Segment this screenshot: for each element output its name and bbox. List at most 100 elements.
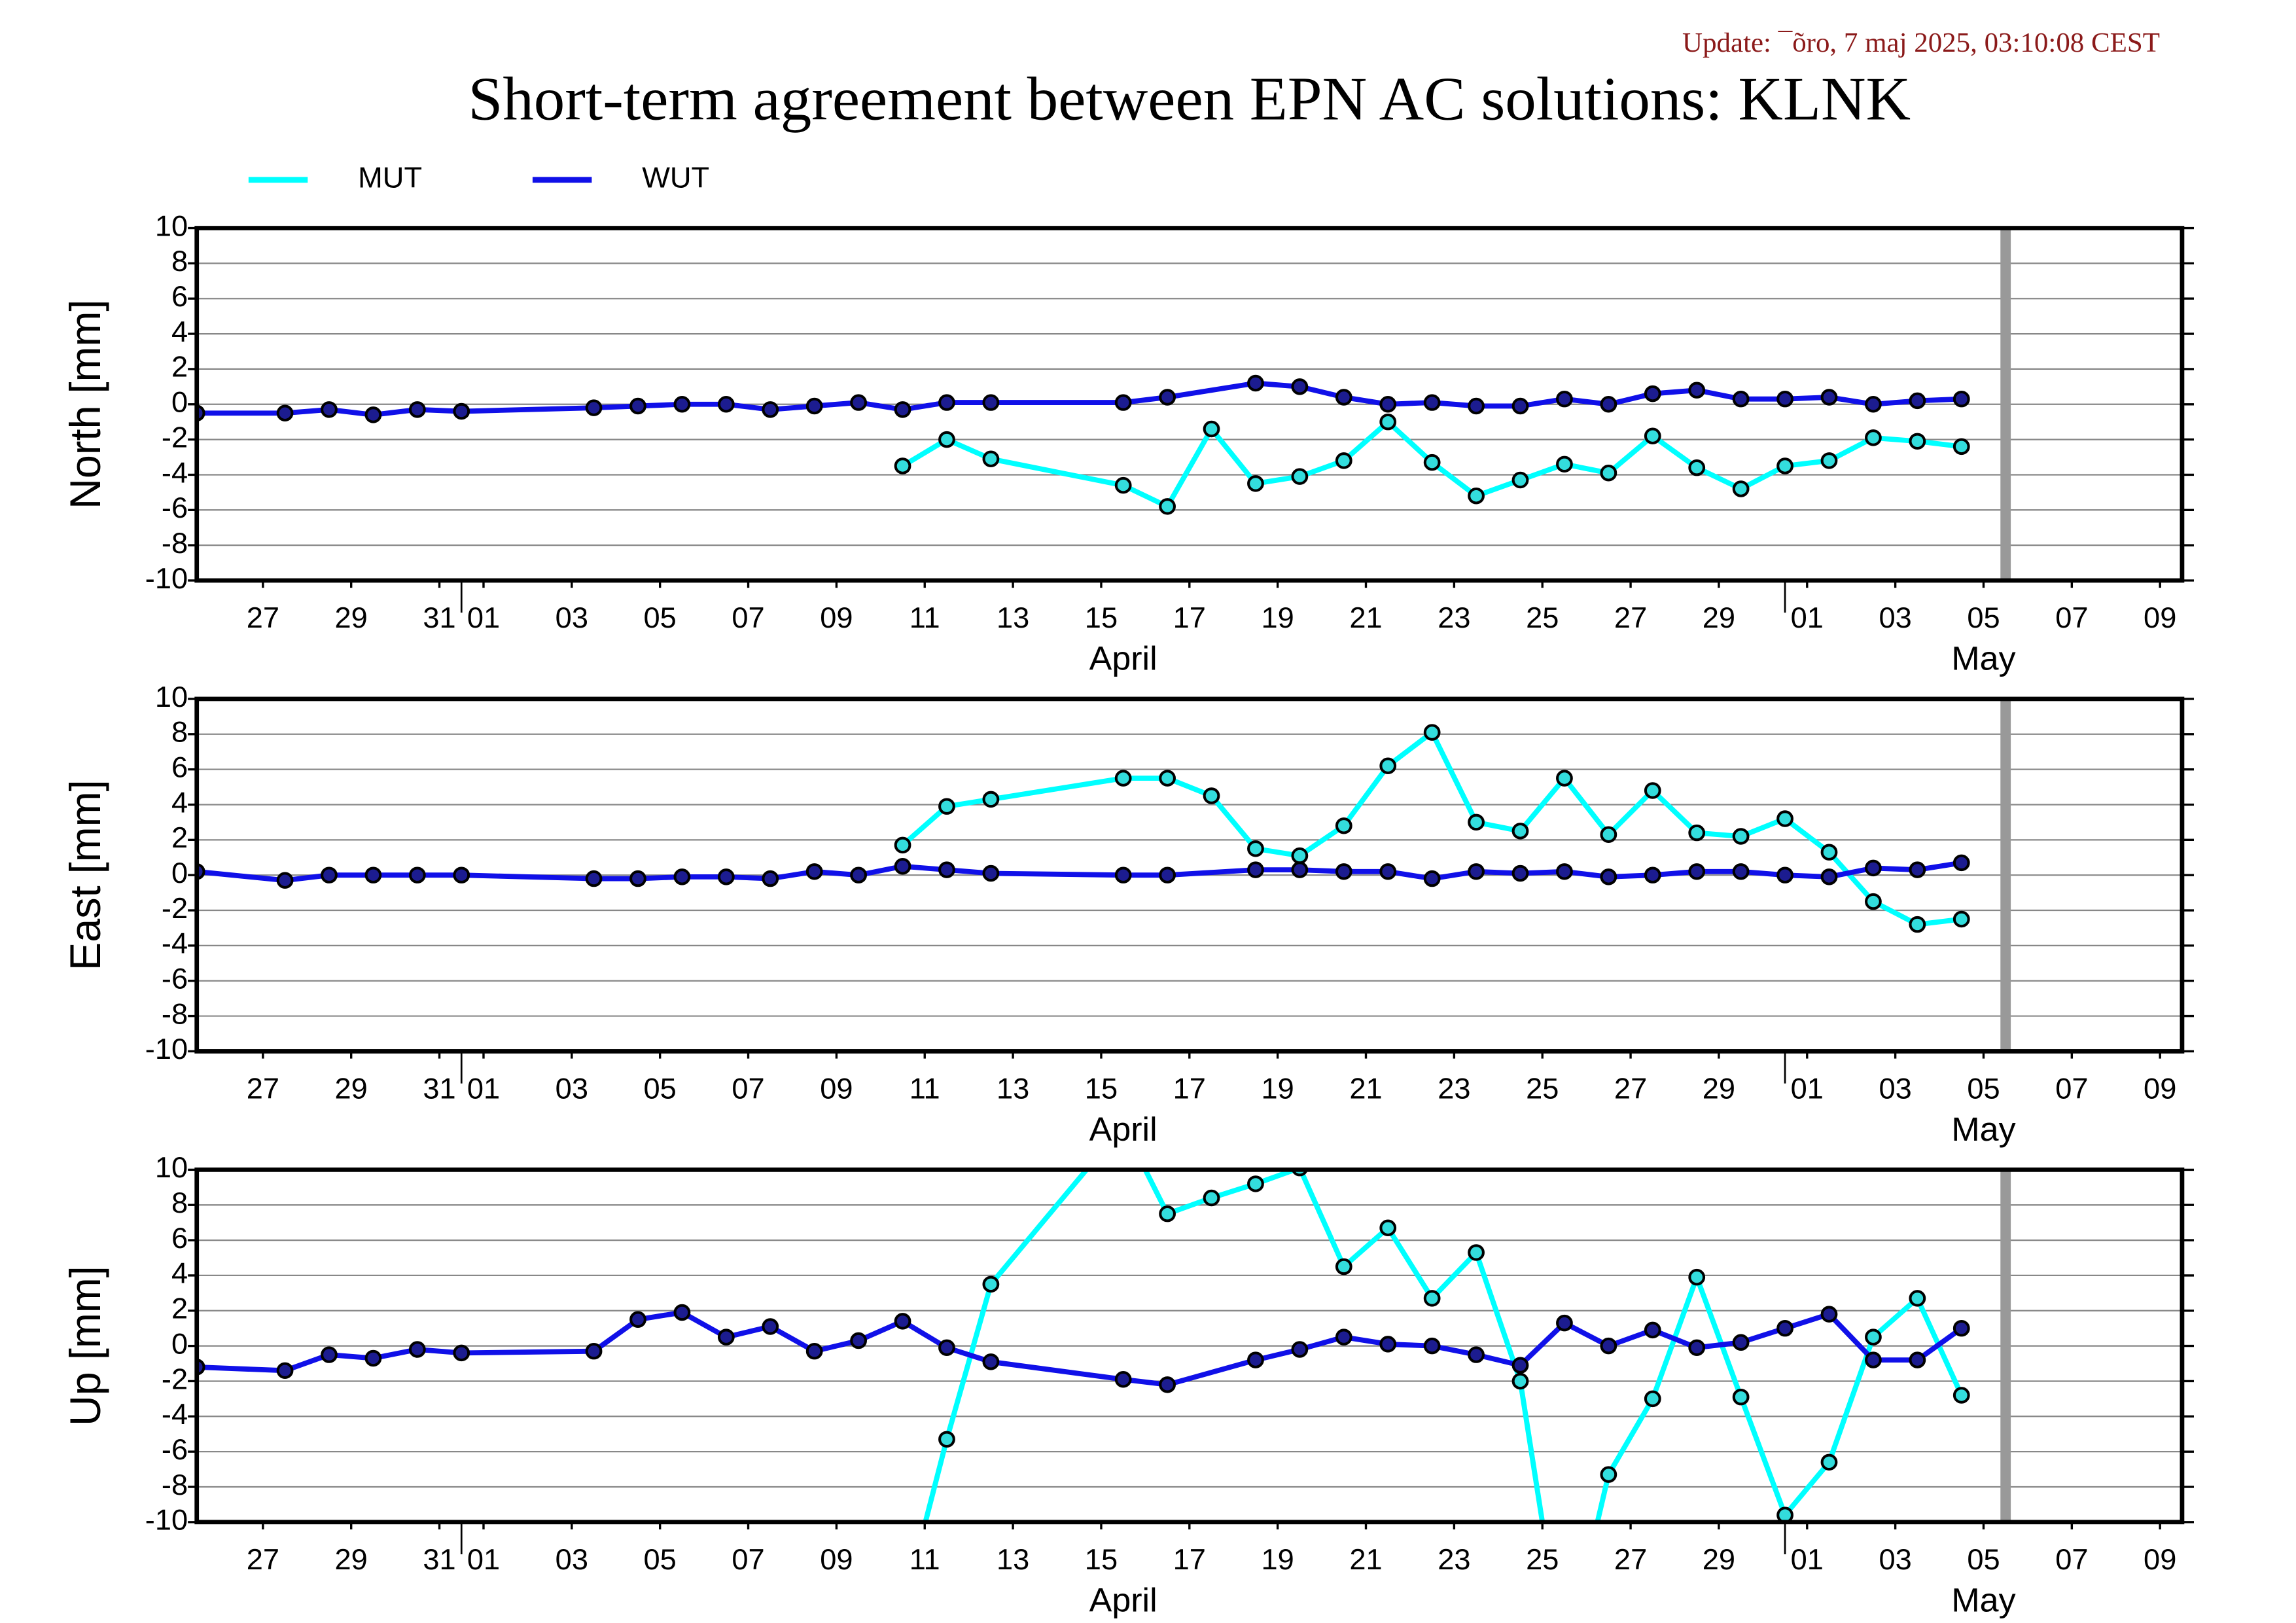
data-point xyxy=(1468,488,1485,505)
plot-frame xyxy=(194,226,2185,583)
x-tick-label: 07 xyxy=(732,1072,764,1105)
x-tick-label: 05 xyxy=(644,601,677,634)
y-axis-label: East [mm] xyxy=(62,779,109,971)
data-point xyxy=(276,404,294,421)
data-point xyxy=(1688,1268,1706,1286)
data-point xyxy=(1335,452,1352,469)
data-point xyxy=(1159,498,1176,515)
data-point xyxy=(1114,866,1132,883)
x-tick-label: 09 xyxy=(2144,1543,2176,1576)
data-point xyxy=(1865,396,1882,413)
x-tick-label: 09 xyxy=(820,601,853,634)
data-point xyxy=(1820,868,1838,885)
y-tick-label: 2 xyxy=(171,1292,188,1325)
data-point xyxy=(894,401,911,418)
data-point xyxy=(673,868,691,885)
month-label: May xyxy=(1951,639,2015,677)
data-point xyxy=(982,450,1000,467)
data-point xyxy=(805,1342,823,1360)
data-point xyxy=(1556,770,1573,787)
data-point xyxy=(1335,817,1352,834)
data-point xyxy=(1114,1371,1132,1388)
data-point xyxy=(585,1342,603,1360)
data-point xyxy=(1247,840,1264,857)
x-tick-label: 25 xyxy=(1526,1072,1559,1105)
data-point xyxy=(982,865,1000,882)
data-point xyxy=(1291,1341,1309,1358)
data-point xyxy=(938,1339,955,1357)
data-point xyxy=(717,868,735,885)
y-tick-label: 4 xyxy=(171,315,188,348)
y-tick-label: 4 xyxy=(171,786,188,819)
data-point xyxy=(1247,861,1264,878)
data-point xyxy=(364,1349,382,1367)
data-point xyxy=(1600,826,1617,844)
data-point xyxy=(1335,863,1352,880)
x-tick-label: 29 xyxy=(1703,1543,1735,1576)
data-point xyxy=(1776,1319,1793,1337)
data-point xyxy=(1600,396,1617,413)
data-point xyxy=(1114,394,1132,411)
x-tick-label: 03 xyxy=(1879,1543,1911,1576)
data-point xyxy=(1379,863,1397,880)
x-tick-label: 17 xyxy=(1173,601,1206,634)
plot-area xyxy=(196,1169,2182,1522)
data-point xyxy=(1600,1466,1617,1483)
x-tick-label: 11 xyxy=(910,601,940,634)
data-point xyxy=(453,402,470,420)
data-point xyxy=(453,866,470,883)
x-tick-label: 03 xyxy=(1879,1072,1911,1105)
plot-area xyxy=(196,228,2182,580)
x-tick-label: 07 xyxy=(2055,601,2088,634)
data-point xyxy=(1203,1189,1220,1207)
data-point xyxy=(1511,1372,1529,1390)
x-tick-label: 27 xyxy=(247,1543,279,1576)
data-point xyxy=(1952,910,1970,928)
data-point xyxy=(1688,824,1706,842)
data-point xyxy=(1159,866,1176,883)
x-tick-label: 01 xyxy=(1791,1543,1824,1576)
data-point xyxy=(1468,1346,1485,1363)
data-point xyxy=(982,1275,1000,1293)
data-point xyxy=(1688,1339,1706,1357)
data-point xyxy=(453,1344,470,1362)
y-tick-label: 0 xyxy=(171,1327,188,1361)
month-label: May xyxy=(1951,1581,2015,1619)
data-point xyxy=(982,1353,1000,1370)
data-point xyxy=(1820,389,1838,406)
chart-title: Short-term agreement between EPN AC solu… xyxy=(468,65,1911,133)
month-label: April xyxy=(1089,1110,1157,1148)
data-point xyxy=(1776,457,1793,474)
data-point xyxy=(1909,433,1926,450)
data-point xyxy=(364,406,382,423)
data-point xyxy=(894,857,911,875)
data-point xyxy=(629,397,646,415)
x-tick-label: 03 xyxy=(556,601,588,634)
data-point xyxy=(1688,459,1706,476)
data-point xyxy=(938,1431,955,1448)
data-point xyxy=(321,1346,338,1363)
data-point xyxy=(938,394,955,411)
x-tick-label: 09 xyxy=(2144,601,2176,634)
data-point xyxy=(938,431,955,448)
y-tick-label: -6 xyxy=(162,1433,188,1466)
data-point xyxy=(1556,455,1573,473)
x-tick-label: 21 xyxy=(1349,1072,1382,1105)
data-point xyxy=(1291,378,1309,395)
x-tick-label: 01 xyxy=(1791,1072,1824,1105)
data-point xyxy=(629,1311,646,1328)
data-point xyxy=(1865,859,1882,877)
data-point xyxy=(1247,1351,1264,1368)
y-tick-label: 8 xyxy=(171,715,188,749)
data-point xyxy=(805,397,823,415)
data-point xyxy=(1644,385,1661,402)
data-point xyxy=(1644,1321,1661,1339)
data-point xyxy=(1335,389,1352,406)
data-point xyxy=(1159,1205,1176,1222)
x-tick-label: 29 xyxy=(1703,601,1735,634)
data-point xyxy=(762,870,779,887)
data-point xyxy=(1511,865,1529,882)
x-tick-label: 29 xyxy=(335,1543,368,1576)
